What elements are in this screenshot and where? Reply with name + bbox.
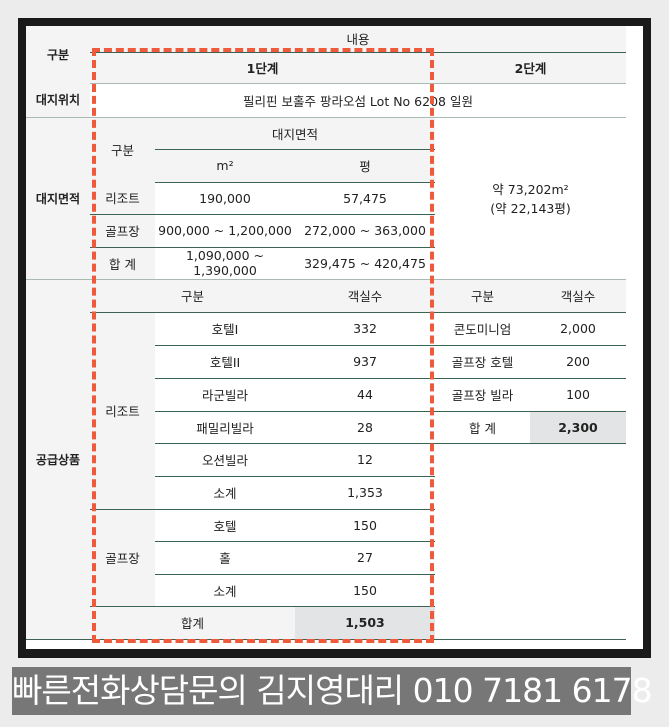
- phase2-col-category: 구분: [435, 279, 530, 313]
- site-area-sub-category: 구분: [90, 117, 155, 182]
- row-label: 골프장: [90, 214, 155, 248]
- table-row: 소계 150: [26, 574, 626, 607]
- site-area-label: 대지면적: [26, 117, 90, 280]
- table-row: 골프장 900,000 ~ 1,200,000 272,000 ~ 363,00…: [26, 214, 626, 248]
- item-name: 홀: [155, 541, 295, 575]
- item-name: 소계: [155, 574, 295, 607]
- table-row: 호텔II 937 골프장 호텔 200: [26, 345, 626, 379]
- unit-pyeong: 평: [295, 149, 435, 183]
- phase2-area-pyeong: (약 22,143평): [490, 201, 571, 216]
- item-rooms: 150: [295, 574, 435, 607]
- item-rooms: 28: [295, 411, 435, 444]
- phase2-total-value: 2,300: [530, 411, 626, 444]
- resort-label: 리조트: [90, 312, 155, 510]
- supply-col-rooms: 객실수: [295, 279, 435, 313]
- phase2-item-name: 골프장 빌라: [435, 378, 530, 412]
- phase2-item-rooms: 200: [530, 345, 626, 379]
- item-rooms: 332: [295, 312, 435, 346]
- project-overview-table: 구분 내용 1단계 2단계 대지위치 필리핀 보홀주 팡라오섬 Lot No 6…: [26, 26, 626, 640]
- category-header: 구분: [26, 26, 90, 83]
- item-rooms: 27: [295, 541, 435, 575]
- table-row: 홀 27: [26, 541, 626, 575]
- item-rooms: 1,353: [295, 476, 435, 510]
- supply-label: 공급상품: [26, 279, 90, 640]
- golf-label: 골프장: [90, 509, 155, 607]
- item-rooms: 12: [295, 443, 435, 477]
- phase2-item-name: 골프장 호텔: [435, 345, 530, 379]
- area-m2: 190,000: [155, 182, 295, 215]
- item-name: 라군빌라: [155, 378, 295, 412]
- table-row: 합계 1,503: [26, 606, 626, 640]
- phase2-area-m2: 약 73,202m²: [492, 182, 569, 197]
- area-pyeong: 57,475: [295, 182, 435, 215]
- item-name: 패밀리빌라: [155, 411, 295, 444]
- phase2-header: 2단계: [435, 52, 626, 84]
- item-name: 호텔: [155, 509, 295, 542]
- item-name: 소계: [155, 476, 295, 510]
- item-rooms: 150: [295, 509, 435, 542]
- item-rooms: 44: [295, 378, 435, 412]
- total-label: 합계: [90, 606, 295, 640]
- item-rooms: 937: [295, 345, 435, 379]
- phase2-empty-area: [435, 443, 626, 640]
- item-name: 오션빌라: [155, 443, 295, 477]
- table-row: 라군빌라 44 골프장 빌라 100: [26, 378, 626, 412]
- item-name: 호텔I: [155, 312, 295, 346]
- location-label: 대지위치: [26, 83, 90, 118]
- area-pyeong: 329,475 ~ 420,475: [295, 247, 435, 280]
- phase2-item-name: 콘도미니엄: [435, 312, 530, 346]
- location-value: 필리핀 보홀주 팡라오섬 Lot No 6208 일원: [90, 83, 626, 118]
- phase2-col-rooms: 객실수: [530, 279, 626, 313]
- supply-col-category: 구분: [90, 279, 295, 313]
- table-row: 합 계 1,090,000 ~ 1,390,000 329,475 ~ 420,…: [26, 247, 626, 280]
- content-header: 내용: [90, 26, 626, 53]
- phase1-header: 1단계: [90, 52, 435, 84]
- table-row: 패밀리빌라 28 합 계 2,300: [26, 411, 626, 444]
- row-label: 합 계: [90, 247, 155, 280]
- site-area-sub-header: 대지면적: [155, 117, 435, 150]
- phase2-item-rooms: 100: [530, 378, 626, 412]
- table-row: 리조트 호텔I 332 콘도미니엄 2,000: [26, 312, 626, 510]
- table-row: 리조트 190,000 57,475: [26, 182, 626, 215]
- row-label: 리조트: [90, 182, 155, 215]
- table-row: 소계 1,353: [26, 476, 626, 510]
- table-row: 골프장 호텔 150: [26, 509, 626, 607]
- phase2-total-label: 합 계: [435, 411, 530, 444]
- area-m2: 1,090,000 ~ 1,390,000: [155, 247, 295, 280]
- area-pyeong: 272,000 ~ 363,000: [295, 214, 435, 248]
- item-name: 호텔II: [155, 345, 295, 379]
- total-value: 1,503: [295, 606, 435, 640]
- table-row: 오션빌라 12: [26, 443, 626, 640]
- area-m2: 900,000 ~ 1,200,000: [155, 214, 295, 248]
- contact-banner: 빠른전화상담문의 김지영대리 010 7181 6178: [12, 667, 653, 715]
- phase2-site-area: 약 73,202m² (약 22,143평): [435, 117, 626, 280]
- unit-m2: m²: [155, 149, 295, 183]
- phase2-item-rooms: 2,000: [530, 312, 626, 346]
